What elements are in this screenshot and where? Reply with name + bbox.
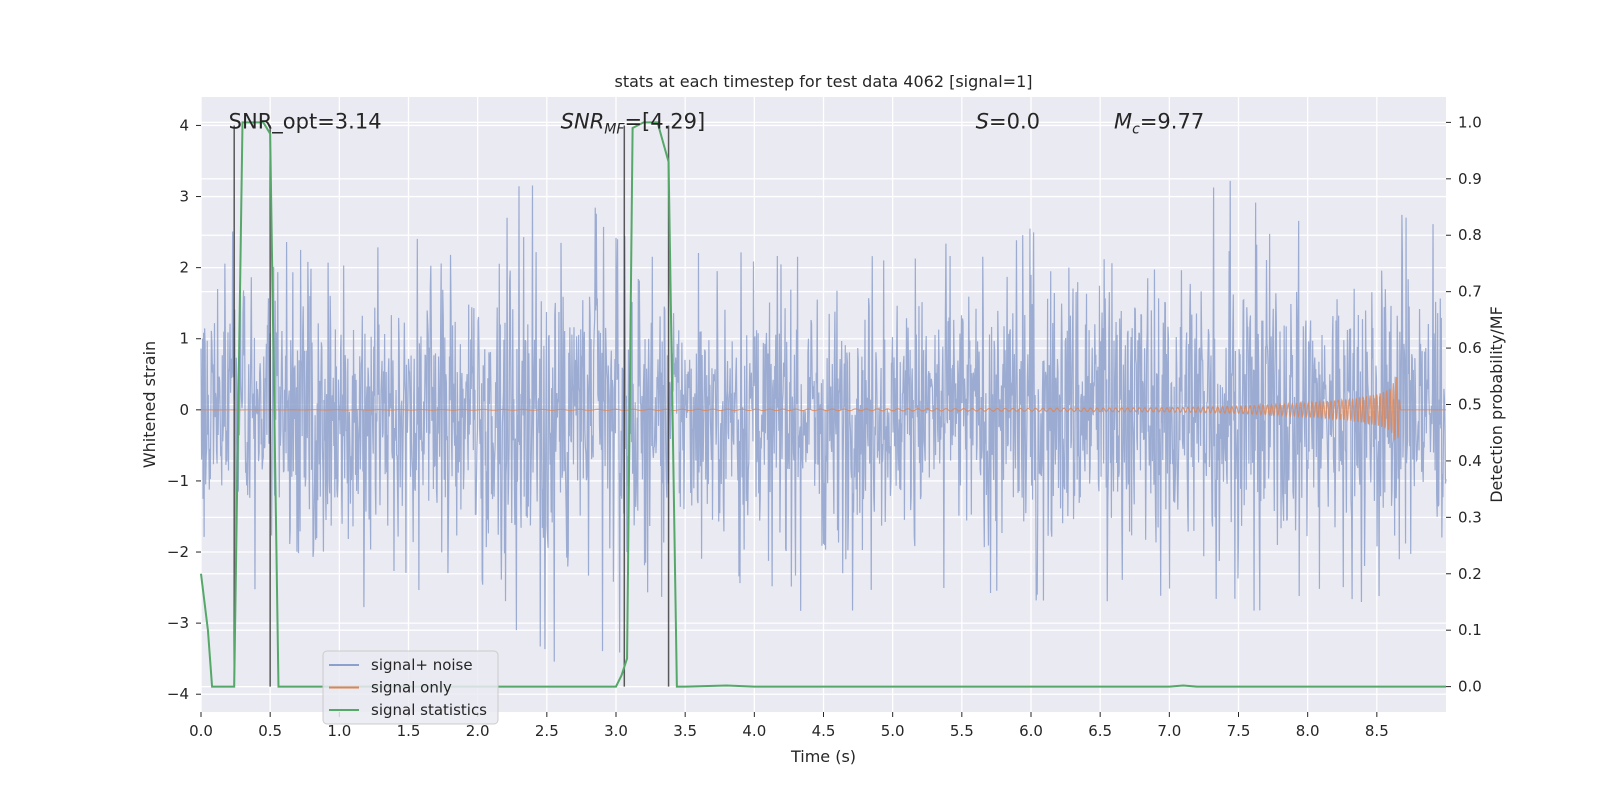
y-right-tick-label: 0.8 <box>1458 226 1482 244</box>
y-tick-label: 0 <box>179 401 189 419</box>
chart-title: stats at each timestep for test data 406… <box>614 72 1032 91</box>
annotation-snr-opt: SNR_opt=3.14 <box>229 109 382 134</box>
y-tick-label: 2 <box>179 259 189 277</box>
annotation-s: S=0.0 <box>976 109 1040 133</box>
y-right-tick-label: 0.3 <box>1458 508 1482 526</box>
y-axis-right-label: Detection probability/MF <box>1487 306 1506 503</box>
x-tick-label: 8.5 <box>1365 722 1389 740</box>
x-axis-label: Time (s) <box>790 747 856 766</box>
y-right-tick-label: 0.5 <box>1458 396 1482 414</box>
x-tick-label: 2.5 <box>535 722 559 740</box>
annotation-mc: Mc=9.77 <box>1114 109 1204 137</box>
y-right-tick-label: 0.6 <box>1458 339 1482 357</box>
x-tick-label: 0.0 <box>189 722 213 740</box>
mc-value: =9.77 <box>1140 109 1204 133</box>
y-right-tick-label: 0.9 <box>1458 170 1482 188</box>
mc-subscript: c <box>1132 121 1140 137</box>
signal-noise-line <box>200 180 1447 662</box>
x-tick-label: 3.5 <box>673 722 697 740</box>
y-tick-label: −3 <box>167 614 189 632</box>
snr-mf-value: =[4.29] <box>624 109 705 133</box>
x-tick-label: 2.0 <box>466 722 490 740</box>
x-tick-label: 8.0 <box>1296 722 1320 740</box>
legend: signal+ noise signal only signal statist… <box>322 650 499 725</box>
x-tick-label: 5.0 <box>881 722 905 740</box>
y-right-tick-label: 0.2 <box>1458 565 1482 583</box>
x-tick-label: 7.0 <box>1157 722 1181 740</box>
y-tick-label: −1 <box>167 472 189 490</box>
snr-mf-symbol: SNR <box>561 109 605 133</box>
y-tick-label: 4 <box>179 116 189 134</box>
x-tick-label: 1.5 <box>397 722 421 740</box>
x-tick-label: 7.5 <box>1227 722 1251 740</box>
y-tick-label: −4 <box>167 685 189 703</box>
legend-label-signal-only: signal only <box>371 679 452 697</box>
signal-statistics-line <box>200 121 1446 688</box>
y-axis-label: Whitened strain <box>140 341 159 468</box>
signal-statistics-series <box>200 121 1446 688</box>
y-tick-label: 3 <box>179 188 189 206</box>
y-tick-label: 1 <box>179 330 189 348</box>
y-right-tick-label: 0.1 <box>1458 621 1482 639</box>
x-tick-label: 1.0 <box>327 722 351 740</box>
x-tick-label: 0.5 <box>258 722 282 740</box>
x-tick-label: 4.0 <box>742 722 766 740</box>
x-tick-label: 6.0 <box>1019 722 1043 740</box>
annotation-snr-mf: SNRMF=[4.29] <box>561 109 706 137</box>
legend-box <box>322 650 499 725</box>
legend-label-signal-noise: signal+ noise <box>371 656 473 674</box>
snr-mf-subscript: MF <box>604 121 625 137</box>
y-right-tick-label: 1.0 <box>1458 113 1482 131</box>
x-tick-label: 3.0 <box>604 722 628 740</box>
s-value: =0.0 <box>989 109 1040 133</box>
signal-noise-series <box>200 180 1447 662</box>
x-tick-label: 4.5 <box>812 722 836 740</box>
y-right-tick-label: 0.4 <box>1458 452 1482 470</box>
x-tick-label: 6.5 <box>1088 722 1112 740</box>
x-tick-label: 5.5 <box>950 722 974 740</box>
mc-symbol: M <box>1114 109 1132 133</box>
legend-label-signal-statistics: signal statistics <box>371 701 487 719</box>
axes: 0.0 0.5 1.0 1.5 2.0 2.5 3.0 3.5 4.0 4.5 5.0 5.5 6.0 6… <box>167 113 1482 740</box>
y-right-tick-label: 0.0 <box>1458 678 1482 696</box>
s-symbol: S <box>976 109 989 133</box>
vertical-markers <box>233 125 670 687</box>
y-tick-label: −2 <box>167 543 189 561</box>
signal-only-line <box>201 377 1446 440</box>
signal-only-series <box>201 377 1446 440</box>
y-right-tick-label: 0.7 <box>1458 283 1482 301</box>
